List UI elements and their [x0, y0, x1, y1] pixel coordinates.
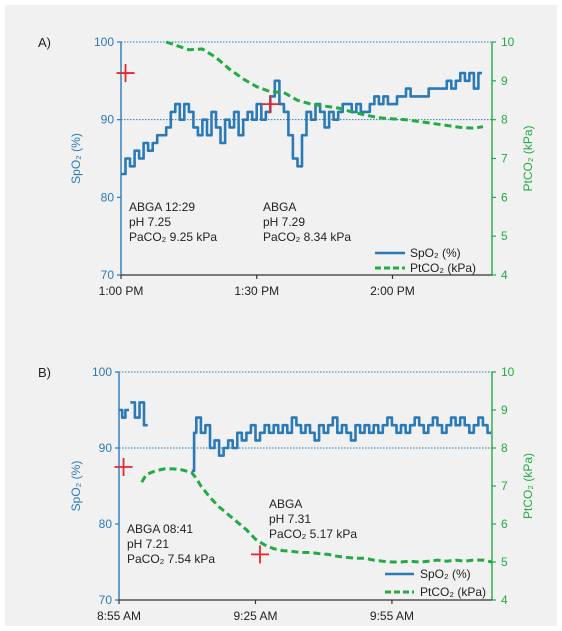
y-tick-label-left: 90 [99, 441, 113, 455]
y-tick-label-right: 10 [501, 365, 515, 379]
legend-label-spo2: SpO₂ (%) [420, 567, 471, 581]
y-tick-label-left: 90 [101, 113, 115, 127]
annotation-line: pH 7.29 [263, 215, 305, 229]
annotation-line: pH 7.25 [129, 215, 171, 229]
annotation-line: ABGA 12:29 [129, 200, 195, 214]
y-tick-label-right: 6 [501, 190, 508, 204]
y-tick-label-left: 70 [101, 268, 115, 282]
y-tick-label-right: 5 [501, 229, 508, 243]
abga-annotation: ABGA 12:29 pH 7.25 PaCO₂ 9.25 kPa [129, 200, 217, 244]
y-axis-title-right: PtCO₂ (kPa) [521, 125, 535, 191]
y-tick-label-right: 8 [501, 441, 508, 455]
y-axis-title-right: PtCO₂ (kPa) [521, 453, 535, 519]
panel-label: B) [38, 365, 51, 380]
spo2-series-line [119, 408, 129, 419]
abga-annotation: ABGA pH 7.31 PaCO₂ 5.17 kPa [269, 497, 357, 541]
y-tick-label-right: 7 [501, 152, 508, 166]
y-tick-label-right: 6 [501, 517, 508, 531]
annotation-line: ABGA [269, 497, 302, 511]
annotation-line: PaCO₂ 9.25 kPa [129, 230, 217, 244]
chart-panel-b: B) 70 80 90 100 4 5 6 7 8 9 10 8:55 AM 9:25 AM 9:55 AM… [38, 365, 535, 623]
spo2-series-line [191, 416, 492, 473]
annotation-line: PaCO₂ 5.17 kPa [269, 527, 357, 541]
x-tick-label: 8:55 AM [97, 609, 141, 623]
annotation-line: ABGA [263, 200, 296, 214]
x-tick-label: 9:25 AM [233, 609, 277, 623]
y-tick-label-left: 70 [99, 593, 113, 607]
y-tick-label-right: 9 [501, 74, 508, 88]
abga-annotation: ABGA 08:41 pH 7.21 PaCO₂ 7.54 kPa [127, 522, 215, 566]
y-tick-label-right: 10 [501, 35, 515, 49]
annotation-line: PaCO₂ 7.54 kPa [127, 552, 215, 566]
chart-panel-a: A) 70 80 90 100 4 5 6 7 8 9 10 1:00 PM 1:30 PM 2:00 PM… [38, 35, 535, 298]
y-tick-label-right: 5 [501, 555, 508, 569]
spo2-series-line [130, 401, 148, 427]
annotation-line: PaCO₂ 8.34 kPa [263, 230, 351, 244]
y-tick-label-right: 7 [501, 479, 508, 493]
annotation-line: ABGA 08:41 [127, 522, 193, 536]
y-tick-label-left: 100 [94, 35, 114, 49]
y-tick-label-right: 4 [501, 268, 508, 282]
x-tick-label: 9:55 AM [370, 609, 414, 623]
x-tick-label: 2:00 PM [370, 284, 415, 298]
y-axis-title-left: SpO₂ (%) [69, 461, 83, 512]
y-tick-label-left: 80 [99, 517, 113, 531]
annotation-line: pH 7.31 [269, 512, 311, 526]
figure-panel [5, 5, 557, 626]
panel-label: A) [38, 35, 51, 50]
y-axis-title-left: SpO₂ (%) [69, 133, 83, 184]
legend-label-spo2: SpO₂ (%) [410, 246, 461, 260]
legend-label-ptco2: PtCO₂ (kPa) [410, 261, 476, 275]
ptco2-series-line [140, 467, 493, 564]
abga-annotation: ABGA pH 7.29 PaCO₂ 8.34 kPa [263, 200, 351, 244]
y-tick-label-right: 8 [501, 113, 508, 127]
x-tick-label: 1:00 PM [99, 284, 144, 298]
y-tick-label-left: 100 [92, 365, 112, 379]
y-tick-label-right: 4 [501, 593, 508, 607]
annotation-line: pH 7.21 [127, 537, 169, 551]
y-tick-label-left: 80 [101, 190, 115, 204]
spo2-series-line [121, 71, 482, 176]
y-tick-label-right: 9 [501, 403, 508, 417]
x-tick-label: 1:30 PM [234, 284, 279, 298]
legend-label-ptco2: PtCO₂ (kPa) [420, 585, 486, 599]
